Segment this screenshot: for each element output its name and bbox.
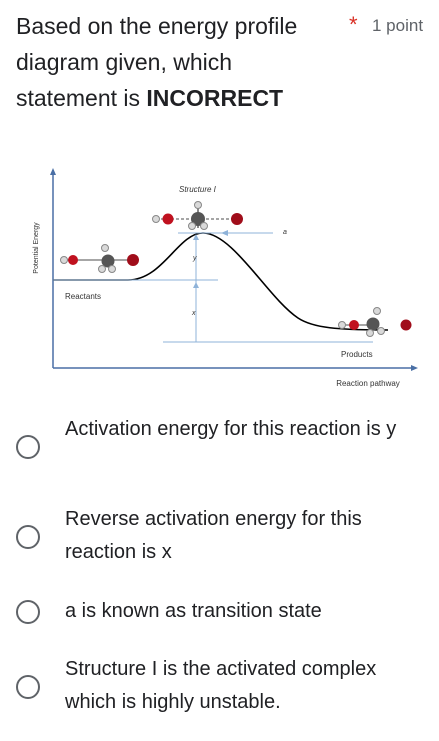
x-axis-label: Reaction pathway bbox=[336, 379, 400, 388]
energy-profile-diagram: Potential Energy Reaction pathway a y x … bbox=[28, 168, 420, 396]
option-3-radio[interactable] bbox=[16, 600, 40, 624]
question-title-emphasis: INCORRECT bbox=[146, 85, 284, 111]
energy-curve bbox=[53, 232, 389, 331]
required-marker: * bbox=[349, 12, 358, 37]
label-y: y bbox=[192, 255, 197, 262]
option-2-label[interactable]: Reverse activation energy for this react… bbox=[65, 508, 362, 563]
points-label: 1 point bbox=[372, 16, 424, 35]
reactants-molecule bbox=[60, 244, 139, 273]
option-3-label[interactable]: a is known as transition state bbox=[65, 600, 322, 622]
option-1-radio[interactable] bbox=[16, 435, 40, 459]
structure-label: Structure I bbox=[179, 185, 217, 194]
energy-profile-svg: Potential Energy Reaction pathway a y x … bbox=[33, 168, 418, 388]
question-title: Based on the energy profile diagram give… bbox=[16, 8, 326, 116]
products-label: Products bbox=[341, 350, 373, 359]
y-arrow-head bbox=[193, 234, 199, 240]
a-pointer-arrow bbox=[221, 230, 228, 236]
label-x: x bbox=[191, 310, 196, 317]
question-title-text: Based on the energy profile diagram give… bbox=[16, 13, 298, 111]
x-arrow-head bbox=[193, 282, 199, 288]
option-1-label[interactable]: Activation energy for this reaction is y bbox=[65, 418, 397, 440]
y-axis-label: Potential Energy bbox=[33, 222, 40, 274]
x-axis-arrow bbox=[411, 365, 418, 371]
label-a: a bbox=[283, 229, 287, 236]
option-2-radio[interactable] bbox=[16, 525, 40, 549]
reactants-label: Reactants bbox=[65, 292, 101, 301]
products-molecule bbox=[338, 307, 412, 337]
y-axis-arrow bbox=[50, 168, 56, 175]
option-4-radio[interactable] bbox=[16, 675, 40, 699]
structure-i-molecule bbox=[152, 201, 243, 230]
option-4-label[interactable]: Structure I is the activated complex whi… bbox=[65, 658, 377, 713]
